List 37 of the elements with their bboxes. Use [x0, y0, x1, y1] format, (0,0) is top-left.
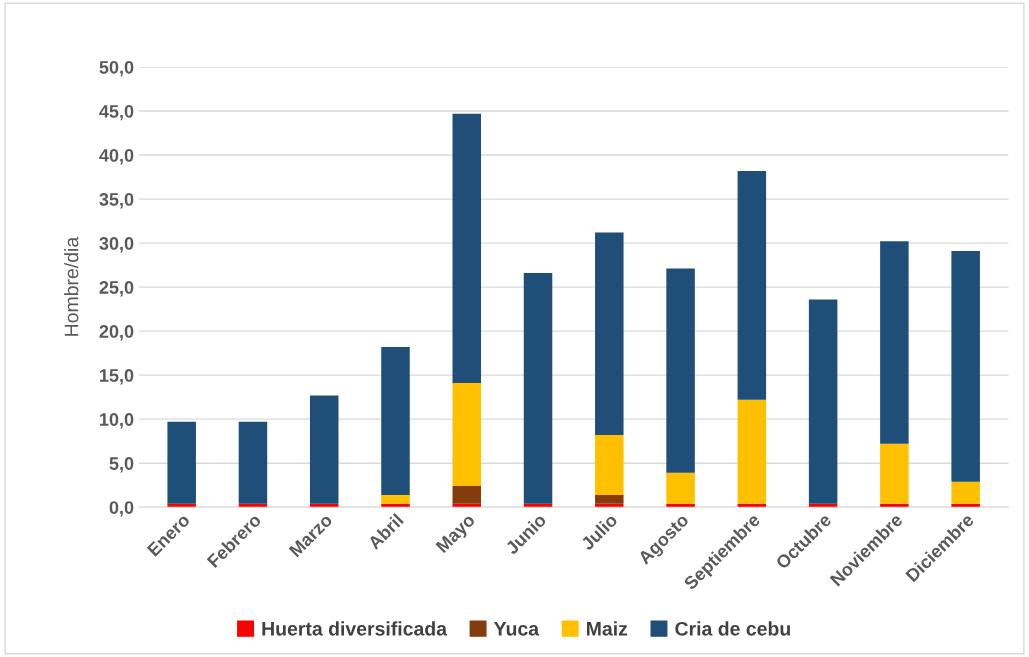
- y-tick-label: 0,0: [109, 501, 134, 517]
- bar: [595, 494, 624, 504]
- bar: [951, 481, 980, 504]
- y-tick-label: 30,0: [99, 237, 134, 253]
- y-tick-label: 5,0: [109, 457, 134, 473]
- legend-label: Yuca: [493, 622, 540, 636]
- bar: [452, 486, 482, 504]
- y-tick-label: 10,0: [100, 413, 134, 429]
- bar: [880, 241, 909, 444]
- bar: [595, 232, 624, 436]
- y-tick-label: 45,0: [99, 104, 134, 121]
- y-tick-label: 15,0: [100, 369, 134, 385]
- y-tick-label: 35,0: [99, 193, 134, 209]
- bar: [167, 421, 196, 504]
- bar: [808, 299, 838, 504]
- bar: [737, 170, 767, 400]
- legend-label: Huerta diversificada: [262, 621, 448, 636]
- bar: [666, 268, 695, 473]
- bar: [309, 395, 339, 504]
- bar: [951, 251, 980, 482]
- bar: [452, 383, 482, 487]
- bar: [880, 443, 909, 504]
- bar: [666, 472, 695, 504]
- bar: [381, 494, 410, 504]
- y-tick-label: 25,0: [99, 281, 134, 297]
- bar: [381, 346, 410, 495]
- bar: [737, 399, 767, 504]
- bar: [523, 273, 553, 504]
- legend-label: Cria de cebu: [675, 621, 790, 636]
- y-tick-label: 40,0: [99, 148, 134, 165]
- bar: [238, 421, 268, 504]
- y-tick-label: 50,0: [99, 60, 134, 77]
- y-axis-title: Hombre/dia: [64, 236, 79, 336]
- legend-label: Maiz: [587, 621, 628, 636]
- y-tick-label: 20,0: [99, 325, 134, 341]
- bar: [452, 113, 482, 384]
- bar: [595, 435, 624, 495]
